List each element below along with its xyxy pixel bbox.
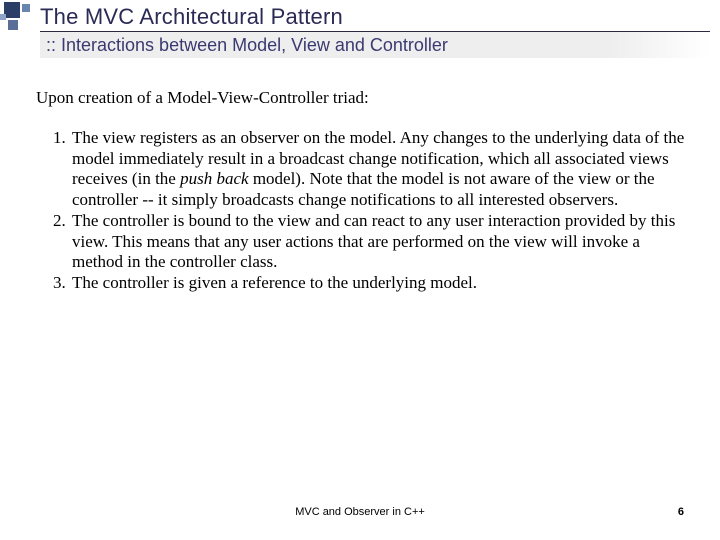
list-item: The view registers as an observer on the… [70,128,692,211]
intro-text: Upon creation of a Model-View-Controller… [36,88,690,108]
numbered-list: The view registers as an observer on the… [36,128,692,294]
corner-decoration [0,0,40,34]
title-bar: The MVC Architectural Pattern [40,0,710,32]
footer: MVC and Observer in C++ 6 [0,506,720,526]
deco-square [4,2,20,18]
deco-square [0,14,6,20]
list-item: The controller is bound to the view and … [70,211,692,273]
list-text-em: push back [180,169,248,188]
list-item: The controller is given a reference to t… [70,273,692,294]
slide-subtitle: :: Interactions between Model, View and … [46,35,448,56]
list-text-pre: The controller is bound to the view and … [72,211,675,271]
deco-square [22,4,30,12]
list-text-pre: The controller is given a reference to t… [72,273,477,292]
footer-text: MVC and Observer in C++ [295,506,425,518]
page-number: 6 [678,506,684,518]
slide-title: The MVC Architectural Pattern [40,4,343,30]
deco-square [8,20,18,30]
subtitle-bar: :: Interactions between Model, View and … [40,32,710,58]
